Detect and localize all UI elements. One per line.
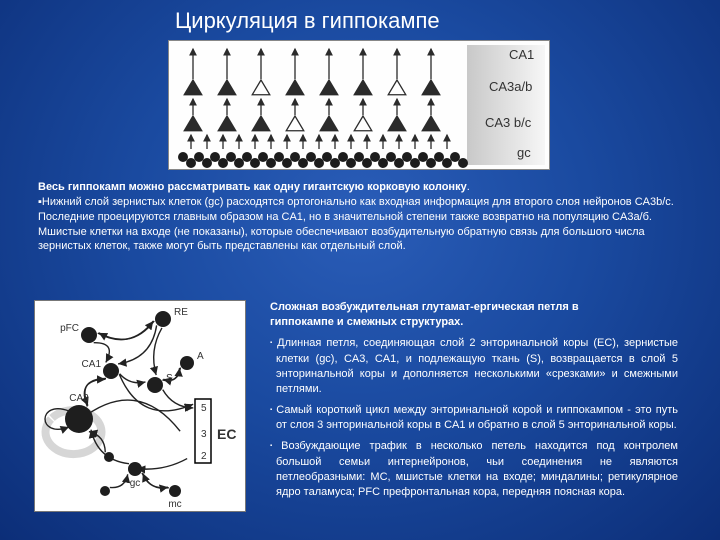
svg-text:gc: gc — [130, 478, 141, 489]
svg-text:gc: gc — [517, 145, 531, 160]
bottom-network-diagram: 5 3 2 EC RE pFC A S CA1 CA3 gc mc — [34, 300, 246, 512]
svg-text:pFC: pFC — [60, 323, 79, 334]
svg-text:CA3 b/c: CA3 b/c — [485, 115, 532, 130]
svg-text:3: 3 — [201, 429, 207, 440]
svg-text:mc: mc — [168, 499, 181, 510]
page-title: Циркуляция в гиппокампе — [175, 8, 440, 34]
right-para-2: Самый короткий цикл между энторинальной … — [270, 403, 678, 433]
para1-bold: Весь гиппокамп можно рассматривать как о… — [38, 181, 467, 193]
paragraph-1: Весь гиппокамп можно рассматривать как о… — [38, 180, 678, 254]
svg-text:CA1: CA1 — [82, 359, 102, 370]
right-heading: Сложная возбуждительная глутамат-ергичес… — [270, 300, 678, 330]
svg-text:EC: EC — [217, 426, 236, 442]
svg-text:RE: RE — [174, 307, 188, 318]
right-para-1: Длинная петля, соединяющая слой 2 энтори… — [270, 336, 678, 397]
right-para-3: Возбуждающие трафик в несколько петель н… — [270, 439, 678, 500]
svg-text:S: S — [166, 373, 173, 384]
svg-text:A: A — [197, 351, 204, 362]
svg-text:2: 2 — [201, 451, 207, 462]
svg-text:CA1: CA1 — [509, 47, 534, 62]
top-diagram: CA1 CA3a/b CA3 b/c gc — [168, 40, 550, 170]
svg-text:CA3: CA3 — [69, 393, 89, 404]
svg-text:CA3a/b: CA3a/b — [489, 79, 532, 94]
svg-text:5: 5 — [201, 403, 207, 414]
right-column: Сложная возбуждительная глутамат-ергичес… — [270, 300, 678, 506]
